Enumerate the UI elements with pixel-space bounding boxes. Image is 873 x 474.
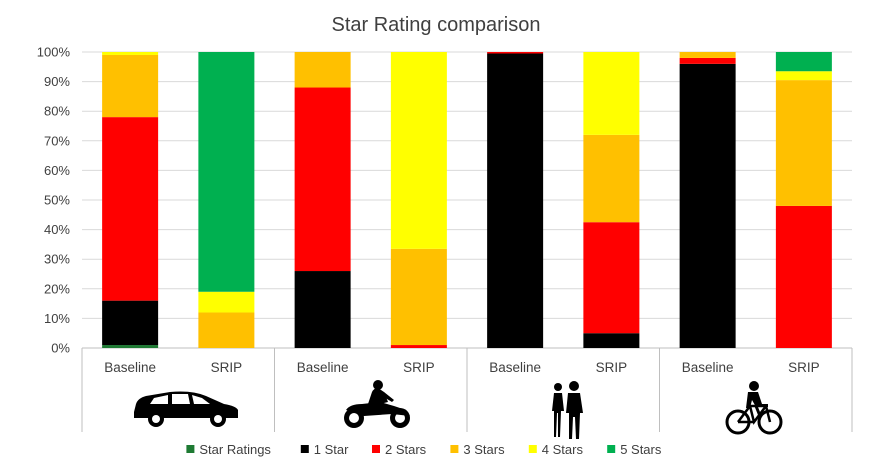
y-tick-label: 50% <box>44 193 70 208</box>
legend-label: 4 Stars <box>542 442 584 457</box>
bar-segment-3-stars <box>583 134 640 223</box>
x-axis-categories: Baseline SRIP Baseline SRIP Baseline SRIP Base… <box>104 360 819 375</box>
bicycle-icon <box>725 381 783 435</box>
bar-segment-4-stars <box>583 52 640 135</box>
y-tick-label: 30% <box>44 252 70 267</box>
bar-segment-3-stars <box>390 248 447 346</box>
legend-swatch <box>186 445 195 453</box>
x-category-label: SRIP <box>211 360 243 375</box>
pedestrians-icon <box>552 381 583 439</box>
bar-segment-star-ratings <box>102 345 159 348</box>
x-category-label: SRIP <box>596 360 628 375</box>
bar-segment-1-star <box>102 300 159 346</box>
bar-segment-1-star <box>487 53 544 348</box>
bar-segment-3-stars <box>198 312 255 348</box>
x-category-label: Baseline <box>489 360 541 375</box>
car-icon <box>134 391 238 427</box>
y-tick-label: 0% <box>51 341 70 356</box>
legend-label: Star Ratings <box>199 442 271 457</box>
legend-label: 2 Stars <box>385 442 427 457</box>
legend-swatch <box>372 445 380 453</box>
legend-swatch <box>300 445 309 453</box>
bar-segment-3-stars <box>679 52 736 58</box>
bar-segment-1-star <box>679 63 736 349</box>
bars <box>102 52 832 349</box>
y-tick-label: 80% <box>44 104 70 119</box>
y-tick-label: 40% <box>44 222 70 237</box>
legend-swatch <box>607 445 616 453</box>
legend-label: 1 Star <box>314 442 349 457</box>
legend-label: 3 Stars <box>463 442 505 457</box>
bar-segment-3-stars <box>775 80 832 206</box>
bar-segment-1-star <box>583 333 640 348</box>
y-axis-ticks: 0% 10% 20% 30% 40% 50% 60% 70% 80% 90% 100% <box>37 45 71 356</box>
gridlines <box>81 51 853 432</box>
x-category-label: Baseline <box>297 360 349 375</box>
bar-segment-2-stars <box>487 52 544 54</box>
bar-segment-5-stars <box>198 52 255 292</box>
x-category-label: SRIP <box>788 360 820 375</box>
bar-segment-2-stars <box>294 87 351 272</box>
bar-segment-5-stars <box>775 52 832 72</box>
bar-segment-2-stars <box>583 222 640 334</box>
x-category-label: Baseline <box>682 360 734 375</box>
bar-segment-2-stars <box>775 205 832 348</box>
y-tick-label: 20% <box>44 281 70 296</box>
bar-segment-3-stars <box>102 54 159 118</box>
x-category-label: SRIP <box>403 360 435 375</box>
legend-label: 5 Stars <box>620 442 662 457</box>
legend: Star Ratings 1 Star 2 Stars 3 Stars 4 Stars 5… <box>186 442 662 457</box>
y-tick-label: 10% <box>44 311 70 326</box>
legend-swatch <box>450 445 459 453</box>
bar-segment-4-stars <box>102 52 159 55</box>
chart-title: Star Rating comparison <box>332 14 541 36</box>
x-category-label: Baseline <box>104 360 156 375</box>
bar-segment-4-stars <box>775 71 832 81</box>
y-tick-label: 90% <box>44 74 70 89</box>
legend-swatch <box>528 445 537 453</box>
y-tick-label: 100% <box>37 45 71 60</box>
y-tick-label: 60% <box>44 163 70 178</box>
bar-segment-4-stars <box>390 52 447 249</box>
bar-segment-3-stars <box>294 52 351 88</box>
bar-segment-4-stars <box>198 291 255 313</box>
bar-segment-1-star <box>294 271 351 348</box>
bar-segment-2-stars <box>679 57 736 64</box>
y-tick-label: 70% <box>44 133 70 148</box>
bar-segment-2-stars <box>102 117 159 301</box>
bar-segment-2-stars <box>390 345 447 348</box>
motorcycle-icon <box>344 380 410 428</box>
